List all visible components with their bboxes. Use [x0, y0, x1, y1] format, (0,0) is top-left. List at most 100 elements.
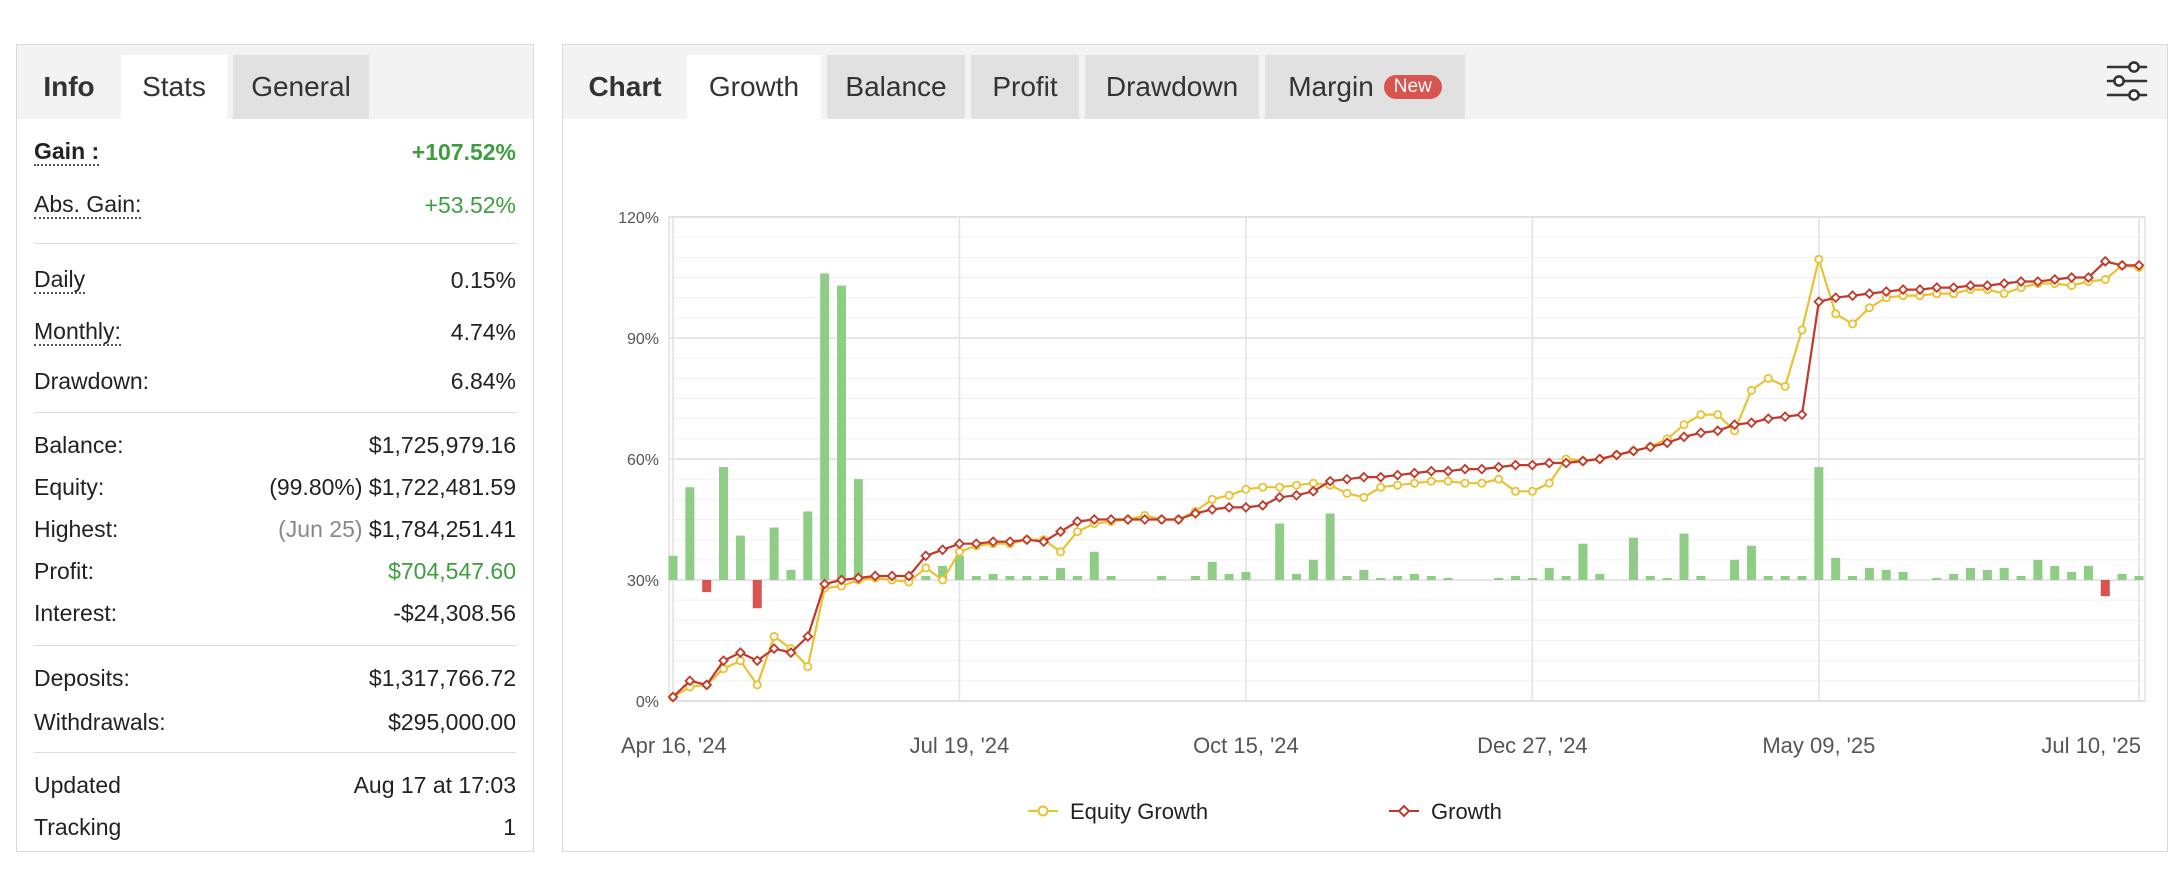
bar-positive — [1342, 575, 1352, 580]
abs-gain-value: +53.52% — [424, 191, 516, 218]
growth-point — [1021, 534, 1033, 546]
stat-equity: Equity: (99.80%) $1,722,481.59 — [34, 469, 516, 505]
growth-point — [1526, 459, 1538, 471]
tab-drawdown[interactable]: Drawdown — [1085, 55, 1259, 119]
growth-legend-marker — [1397, 804, 1411, 818]
x-tick-label: Jul 19, '24 — [910, 733, 1010, 758]
sliders-icon[interactable] — [2105, 59, 2149, 103]
chart-legend[interactable]: Equity Growth Growth — [1028, 799, 1502, 824]
stat-updated: Updated Aug 17 at 17:03 — [34, 767, 516, 803]
growth-point — [1004, 536, 1016, 548]
equity-value: $1,722,481.59 — [368, 473, 516, 500]
growth-point — [1173, 514, 1184, 525]
divider — [34, 752, 516, 753]
growth-point — [1779, 411, 1791, 423]
highest-date: (Jun 25) — [278, 515, 363, 542]
bar-positive — [837, 285, 847, 580]
growth-legend-label: Growth — [1431, 799, 1502, 824]
tab-info[interactable]: Info — [43, 71, 95, 102]
deposits-label: Deposits: — [34, 664, 130, 691]
bar-positive — [2117, 573, 2127, 580]
tab-profit[interactable]: Profit — [971, 55, 1079, 119]
y-tick-label: 30% — [627, 573, 659, 590]
profit-label: Profit: — [34, 557, 95, 584]
x-tick-label: Dec 27, '24 — [1477, 733, 1588, 758]
equity-growth-point — [1241, 484, 1251, 494]
monthly-label[interactable]: Monthly: — [34, 318, 121, 346]
bar-positive — [1325, 513, 1335, 580]
bar-positive — [1746, 545, 1756, 580]
interest-label: Interest: — [34, 599, 118, 626]
x-tick-label: Jul 10, '25 — [2041, 733, 2141, 758]
growth-point — [1290, 489, 1302, 501]
bar-positive — [1527, 577, 1537, 580]
tracking-value: 1 — [503, 813, 516, 840]
bar-positive — [1561, 575, 1571, 580]
equity-growth-point — [1393, 480, 1403, 490]
growth-point — [1543, 457, 1555, 469]
equity-growth-point — [1864, 303, 1874, 313]
abs-gain-label[interactable]: Abs. Gain: — [34, 191, 142, 219]
bar-positive — [1932, 577, 1942, 580]
y-tick-label: 90% — [627, 331, 659, 348]
bar-positive — [1898, 571, 1908, 580]
balance-label: Balance: — [34, 431, 124, 458]
x-axis-ticks: Apr 16, '24 Jul 19, '24 Oct 15, '24 Dec 27,… — [621, 733, 2141, 758]
growth-point — [1510, 459, 1522, 471]
profit-value: $704,547.60 — [388, 557, 516, 584]
growth-point — [1139, 514, 1151, 525]
daily-label[interactable]: Daily — [34, 266, 86, 294]
bar-positive — [2033, 559, 2043, 580]
growth-point — [903, 570, 915, 582]
bar-positive — [1056, 567, 1066, 580]
stat-daily: Daily 0.15% — [34, 262, 516, 298]
y-tick-label: 120% — [618, 210, 659, 227]
stat-drawdown: Drawdown: 6.84% — [34, 363, 516, 399]
bar-positive — [1544, 567, 1554, 580]
highest-value-group: (Jun 25) $1,784,251.41 — [278, 516, 516, 543]
growth-point — [1577, 455, 1589, 467]
highest-value: $1,784,251.41 — [368, 515, 516, 542]
bar-positive — [1443, 577, 1453, 580]
equity-growth-point — [1207, 494, 1217, 504]
growth-point — [2099, 255, 2111, 267]
equity-growth-point — [1342, 488, 1352, 498]
stats-panel: Info Stats General Gain : +107.52% Abs. … — [16, 44, 534, 852]
bar-positive — [1864, 567, 1874, 580]
equity-growth-point — [1746, 385, 1756, 395]
stat-balance: Balance: $1,725,979.16 — [34, 427, 516, 463]
bar-positive — [1308, 559, 1318, 580]
gain-label[interactable]: Gain : — [34, 138, 100, 166]
growth-point — [1998, 278, 2010, 290]
growth-point — [1105, 514, 1117, 525]
tab-general[interactable]: General — [233, 55, 369, 119]
stat-tracking: Tracking 1 — [34, 809, 516, 845]
tab-balance[interactable]: Balance — [827, 55, 965, 119]
equity-growth-point — [1359, 492, 1369, 502]
bar-positive — [1089, 551, 1099, 580]
tab-stats[interactable]: Stats — [121, 55, 227, 119]
updated-label: Updated — [34, 771, 121, 798]
growth-point — [1847, 290, 1859, 302]
bar-positive — [2083, 565, 2093, 580]
equity-growth-point — [1831, 309, 1841, 319]
y-tick-label: 60% — [627, 452, 659, 469]
x-tick-label: Apr 16, '24 — [621, 733, 727, 758]
bar-positive — [1965, 567, 1975, 580]
growth-point — [1611, 449, 1623, 461]
growth-point — [1038, 536, 1050, 548]
daily-value: 0.15% — [450, 266, 516, 293]
bar-positive — [1578, 543, 1588, 580]
growth-point — [836, 574, 847, 586]
tab-margin[interactable]: Margin New — [1265, 55, 1465, 119]
updated-value: Aug 17 at 17:03 — [353, 771, 516, 798]
withdrawals-label: Withdrawals: — [34, 708, 166, 735]
equity-growth-point — [1527, 486, 1537, 496]
equity-growth-point — [1224, 490, 1234, 500]
divider — [34, 645, 516, 646]
growth-point — [937, 544, 949, 556]
bar-positive — [1982, 569, 1992, 580]
growth-point — [1644, 441, 1656, 453]
tab-growth[interactable]: Growth — [687, 55, 821, 119]
stat-abs-gain: Abs. Gain: +53.52% — [34, 187, 516, 223]
